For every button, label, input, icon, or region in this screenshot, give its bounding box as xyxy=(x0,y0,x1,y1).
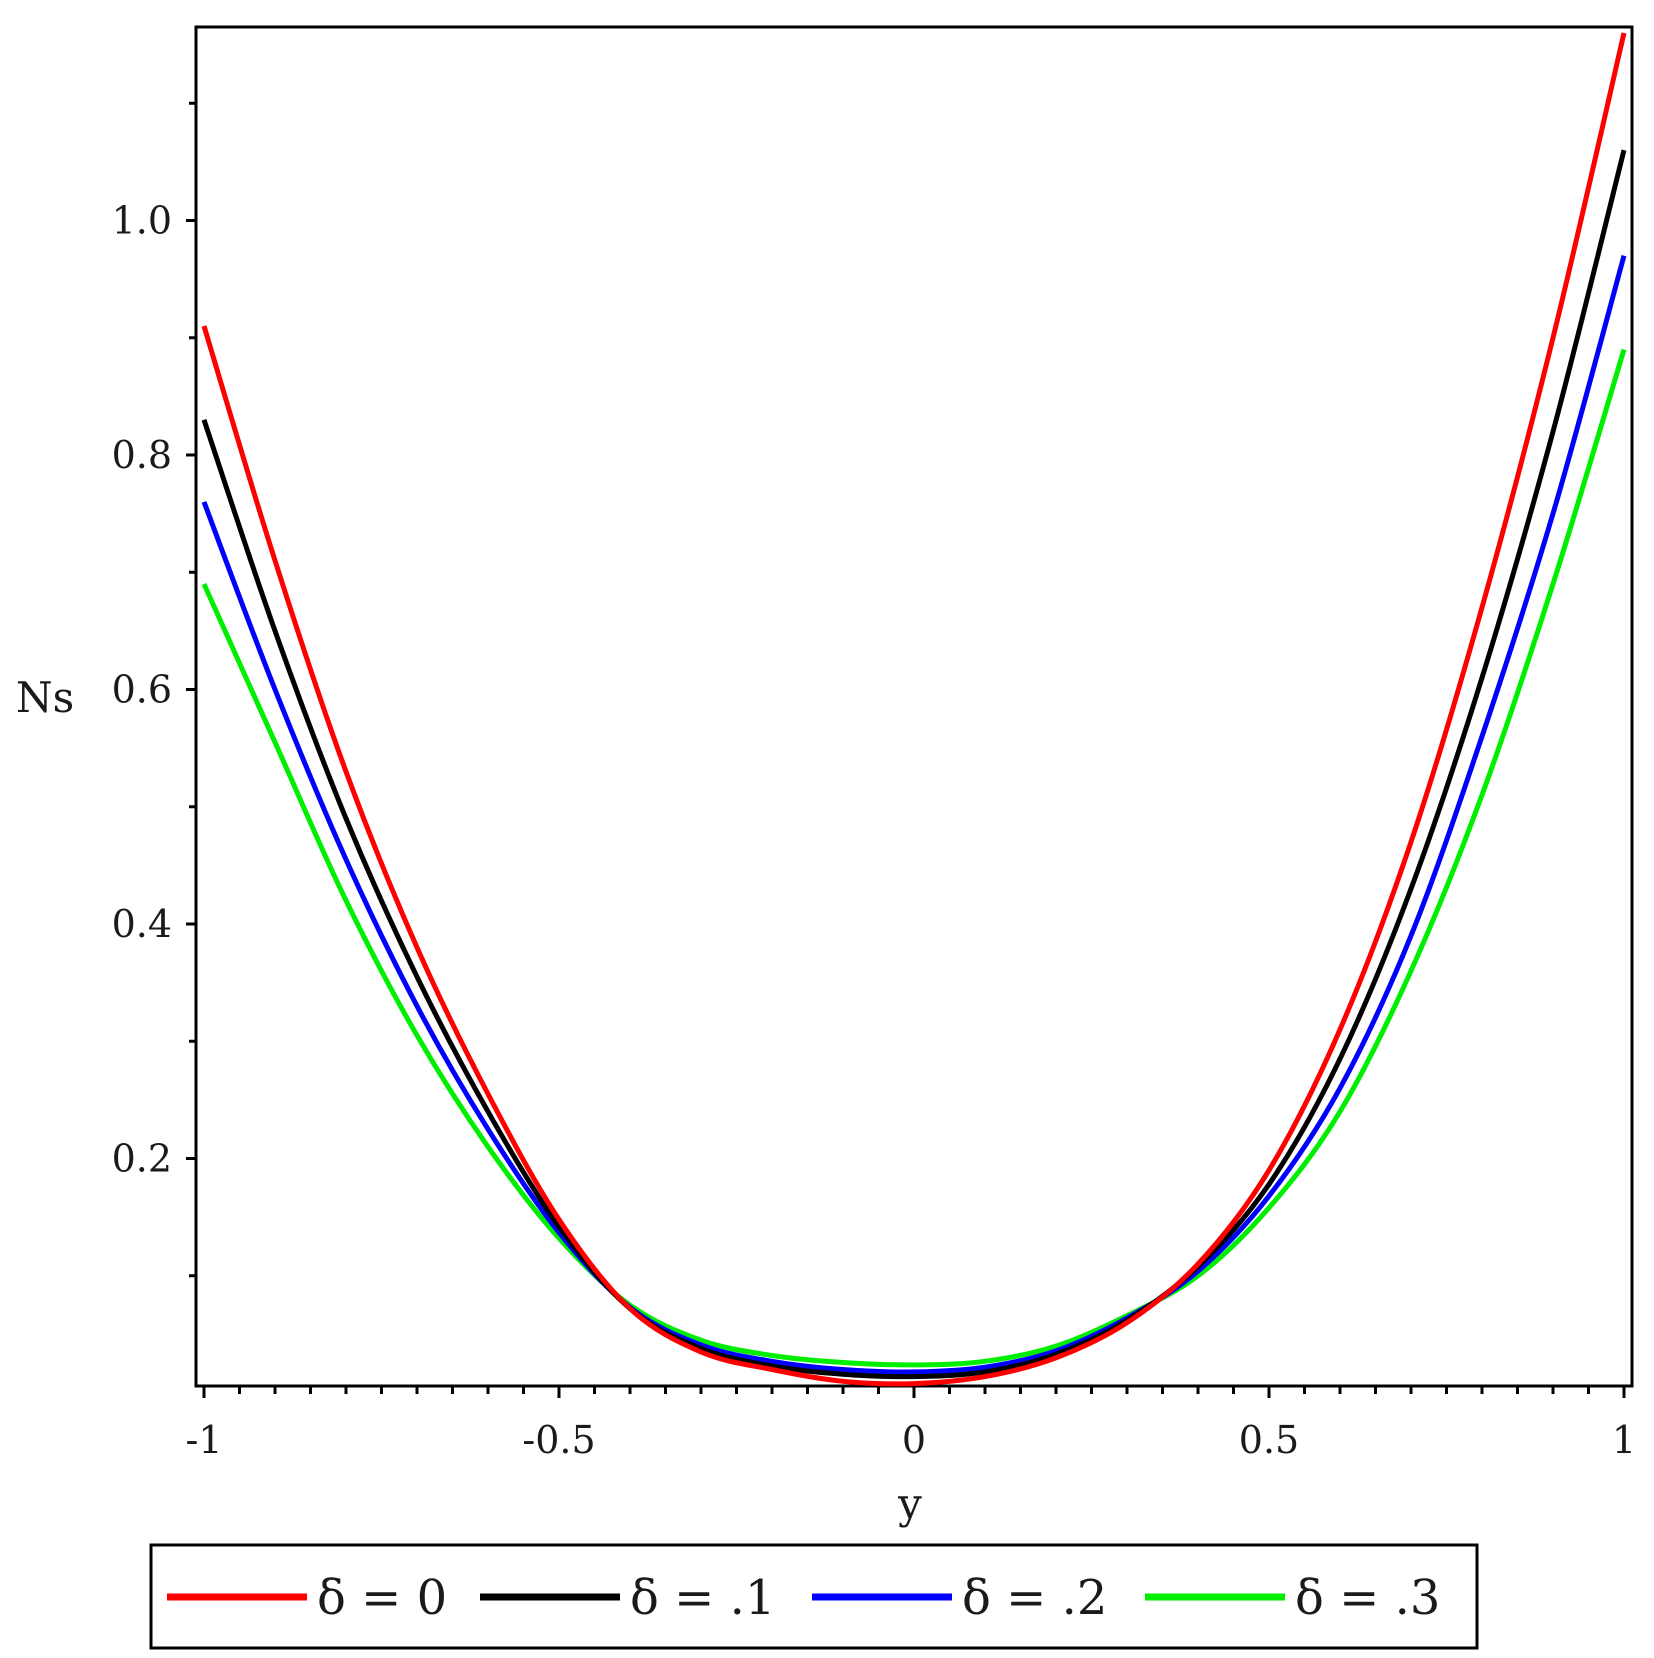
legend-label: δ = .2 xyxy=(962,1570,1107,1626)
series-line xyxy=(201,32,1627,1387)
y-tick-label: 0.8 xyxy=(112,433,172,477)
x-axis-label: y xyxy=(897,1479,922,1528)
y-axis-label: Ns xyxy=(16,673,74,722)
series-lines xyxy=(201,32,1627,1387)
x-tick-label: -1 xyxy=(185,1418,222,1462)
y-axis-ticks: 0.2 0.4 0.6 0.8 1.0 xyxy=(112,101,196,1278)
x-tick-label: 1 xyxy=(1612,1418,1636,1462)
y-tick-label: 0.6 xyxy=(112,668,172,712)
plot-frame xyxy=(194,25,1634,1388)
y-tick-label: 1.0 xyxy=(112,199,172,243)
legend-label: δ = .1 xyxy=(630,1570,775,1626)
series-line xyxy=(201,255,1627,1375)
x-tick-label: -0.5 xyxy=(522,1418,595,1462)
y-tick-label: 0.4 xyxy=(112,902,172,946)
legend: δ = 0 δ = .1 δ = .2 δ = .3 xyxy=(149,1543,1479,1650)
x-tick-label: 0.5 xyxy=(1239,1418,1299,1462)
series-line xyxy=(201,149,1627,1380)
legend-label: δ = 0 xyxy=(317,1570,447,1626)
series-line xyxy=(201,348,1627,1368)
x-axis-ticks: -1 -0.5 0 0.5 1 xyxy=(185,1386,1636,1462)
x-tick-label: 0 xyxy=(902,1418,926,1462)
y-tick-label: 0.2 xyxy=(112,1137,172,1181)
legend-label: δ = .3 xyxy=(1295,1570,1440,1626)
